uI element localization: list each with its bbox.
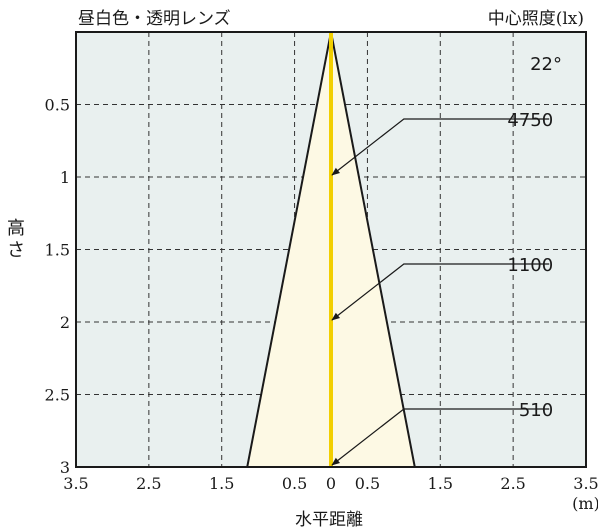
beam-angle-label: 22° xyxy=(530,54,562,75)
plot-frame xyxy=(75,31,587,468)
illuminance-value: 1100 xyxy=(507,255,553,276)
y-tick-label: 0.5 xyxy=(45,96,70,115)
x-axis-label: 水平距離 xyxy=(295,510,363,530)
y-tick-label: 1 xyxy=(60,168,70,187)
y-axis-label: 高さ xyxy=(7,218,25,261)
x-tick-label: 2.5 xyxy=(500,474,525,493)
x-tick-label: 0 xyxy=(326,474,336,493)
illuminance-annotations: 4750 1100 510 xyxy=(331,110,553,466)
chart-title: 昼白色・透明レンズ xyxy=(78,9,231,29)
x-tick-label: 1.5 xyxy=(209,474,234,493)
y-tick-label: 2.5 xyxy=(45,386,70,405)
illuminance-value: 4750 xyxy=(507,110,553,131)
x-tick-label: 3.5 xyxy=(63,474,88,493)
illuminance-leader-line xyxy=(331,118,550,176)
x-tick-label: 0.5 xyxy=(282,474,307,493)
illuminance-value: 510 xyxy=(519,400,553,421)
x-tick-label: 2.5 xyxy=(136,474,161,493)
tick-labels: 3.5 2.5 1.5 0.5 0 0.5 1.5 2.5 3.5 0.5 1 1.5 2 2.5 3 xyxy=(45,96,598,494)
y-tick-label: 3 xyxy=(60,458,70,477)
illuminance-leader-line xyxy=(331,263,550,321)
x-tick-label: 1.5 xyxy=(428,474,453,493)
y-tick-label: 2 xyxy=(60,313,70,332)
x-tick-label: 3.5 xyxy=(573,474,598,493)
y-tick-label: 1.5 xyxy=(45,241,70,260)
illuminance-leader-line xyxy=(331,408,550,466)
x-axis-unit: (m) xyxy=(572,494,598,513)
x-tick-label: 0.5 xyxy=(355,474,380,493)
center-illuminance-title: 中心照度(lx) xyxy=(487,9,584,29)
